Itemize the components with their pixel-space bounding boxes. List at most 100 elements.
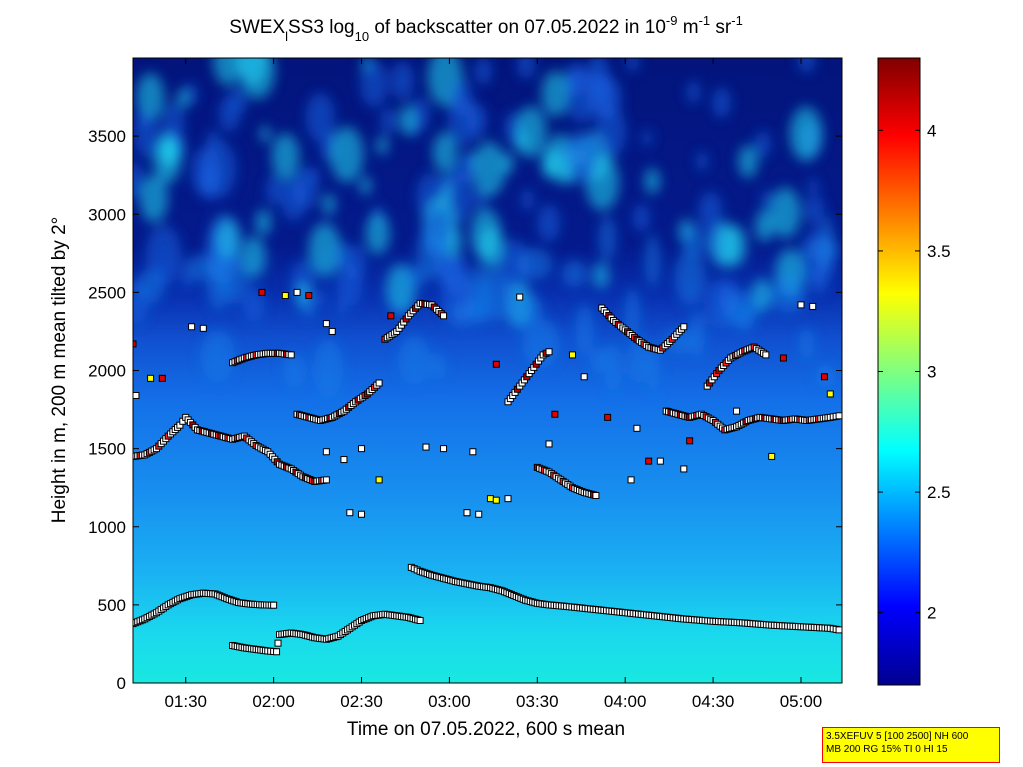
info-line-1: 3.5XEFUV 5 [100 2500] NH 600	[826, 731, 969, 742]
texture-blob	[641, 129, 653, 147]
texture-blob	[235, 58, 268, 86]
texture-blob	[206, 129, 220, 151]
layer-marker	[293, 288, 301, 296]
texture-blob	[305, 92, 335, 142]
layer-marker	[199, 324, 207, 332]
texture-blob	[646, 341, 660, 396]
texture-blob	[644, 234, 661, 287]
texture-blob	[217, 255, 248, 304]
y-tick-label: 1500	[88, 440, 126, 459]
texture-blob	[604, 343, 622, 394]
texture-blob	[575, 303, 594, 356]
layer-markers	[133, 288, 842, 656]
texture-blob	[590, 347, 609, 374]
layer-marker	[680, 323, 688, 331]
layer-marker	[270, 601, 278, 609]
texture-blob	[283, 352, 306, 389]
info-box: 3.5XEFUV 5 [100 2500] NH 600 MB 200 RG 1…	[822, 727, 1000, 763]
texture-blob	[816, 252, 832, 274]
x-tick-label: 03:00	[428, 692, 471, 711]
texture-blob	[215, 218, 241, 260]
texture-blob	[811, 268, 828, 295]
texture-blob	[306, 166, 319, 187]
layer-marker	[346, 509, 354, 517]
x-tick-label: 04:00	[604, 692, 647, 711]
layer-marker	[133, 340, 137, 348]
layer-marker	[486, 495, 494, 503]
x-tick-label: 02:00	[252, 692, 295, 711]
layer-marker	[358, 445, 366, 453]
texture-blob	[711, 221, 740, 268]
layer-marker	[645, 457, 653, 465]
colorbar-tick-label: 2	[927, 604, 936, 623]
texture-blob	[176, 88, 190, 109]
texture-blob	[522, 318, 560, 368]
x-tick-label: 02:30	[340, 692, 383, 711]
texture-blob	[509, 293, 543, 328]
layer-marker	[322, 476, 330, 484]
texture-blob	[517, 58, 536, 80]
texture-blob	[416, 231, 445, 277]
texture-blob	[789, 106, 823, 162]
layer-marker	[287, 351, 295, 359]
texture-blob	[365, 213, 390, 255]
texture-blob	[805, 194, 825, 226]
layer-marker	[492, 496, 500, 504]
texture-blob	[399, 105, 418, 136]
texture-blob	[797, 58, 816, 74]
layer-marker	[258, 288, 266, 296]
texture-blob	[265, 174, 284, 205]
layer-marker	[551, 410, 559, 418]
heatmap-texture	[133, 58, 841, 398]
texture-blob	[515, 106, 547, 158]
layer-marker	[768, 452, 776, 460]
y-tick-label: 3500	[88, 127, 126, 146]
x-tick-label: 03:30	[516, 692, 559, 711]
texture-blob	[595, 106, 627, 158]
colorbar-tick-label: 2.5	[927, 483, 951, 502]
texture-blob	[770, 187, 801, 239]
texture-blob	[712, 87, 731, 119]
texture-blob	[474, 58, 492, 86]
texture-blob	[566, 130, 599, 184]
y-tick-label: 2500	[88, 283, 126, 302]
texture-blob	[808, 177, 819, 196]
texture-blob	[136, 108, 149, 131]
texture-blob	[336, 299, 347, 316]
layer-marker	[416, 617, 424, 624]
layer-marker	[516, 293, 524, 301]
texture-blob	[308, 222, 341, 277]
layer-marker	[592, 492, 600, 499]
texture-blob	[280, 177, 307, 221]
texture-blob	[255, 209, 272, 236]
texture-blob	[754, 210, 775, 242]
texture-blob	[136, 269, 165, 303]
layer-marker	[469, 448, 477, 456]
layer-marker	[762, 351, 770, 359]
layer-marker	[580, 373, 588, 381]
texture-blob	[542, 158, 555, 179]
texture-blob	[200, 330, 235, 383]
x-tick-label: 01:30	[164, 692, 207, 711]
layer-marker	[504, 495, 512, 503]
y-tick-label: 500	[98, 596, 126, 615]
layer-marker	[733, 407, 741, 415]
texture-blob	[442, 187, 453, 204]
texture-blob	[380, 107, 397, 134]
layer-marker	[340, 456, 348, 464]
layer-marker	[627, 476, 635, 484]
layer-marker	[656, 457, 664, 465]
layer-marker	[305, 292, 313, 299]
texture-blob	[343, 244, 366, 281]
texture-blob	[674, 248, 706, 306]
texture-blob	[145, 225, 182, 285]
texture-blob	[541, 70, 570, 117]
texture-blob	[681, 225, 707, 258]
texture-blob	[771, 276, 807, 313]
colorbar	[877, 57, 921, 686]
texture-blob	[751, 278, 772, 312]
texture-blob	[537, 204, 561, 243]
layer-marker	[835, 626, 842, 634]
colorbar-tick-label: 4	[927, 121, 936, 140]
y-axis: 0 500 1000 1500 2000 2500 3000 3500	[88, 127, 842, 693]
